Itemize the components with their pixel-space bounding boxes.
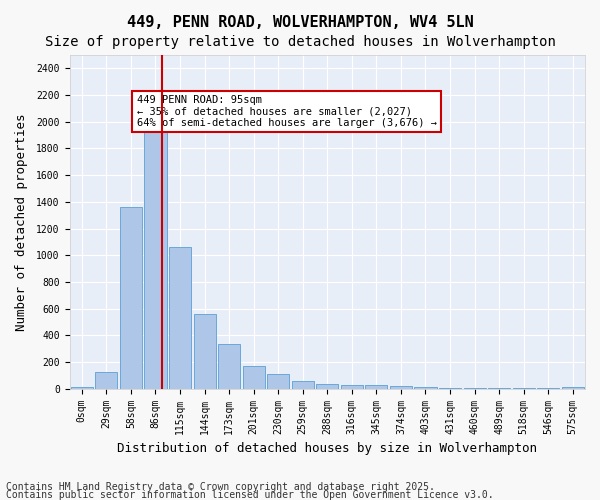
Text: Size of property relative to detached houses in Wolverhampton: Size of property relative to detached ho… xyxy=(44,35,556,49)
Bar xyxy=(365,386,388,388)
Text: 449, PENN ROAD, WOLVERHAMPTON, WV4 5LN: 449, PENN ROAD, WOLVERHAMPTON, WV4 5LN xyxy=(127,15,473,30)
Bar xyxy=(194,314,215,388)
Bar xyxy=(95,372,118,388)
Bar xyxy=(316,384,338,388)
Y-axis label: Number of detached properties: Number of detached properties xyxy=(15,113,28,330)
Bar xyxy=(242,366,265,388)
Text: Contains HM Land Registry data © Crown copyright and database right 2025.: Contains HM Land Registry data © Crown c… xyxy=(6,482,435,492)
Bar xyxy=(415,386,437,388)
Text: 449 PENN ROAD: 95sqm
← 35% of detached houses are smaller (2,027)
64% of semi-de: 449 PENN ROAD: 95sqm ← 35% of detached h… xyxy=(137,95,437,128)
Bar xyxy=(292,380,314,388)
Bar xyxy=(390,386,412,388)
Bar xyxy=(341,384,363,388)
X-axis label: Distribution of detached houses by size in Wolverhampton: Distribution of detached houses by size … xyxy=(117,442,537,455)
Text: Contains public sector information licensed under the Open Government Licence v3: Contains public sector information licen… xyxy=(6,490,494,500)
Bar xyxy=(169,247,191,388)
Bar xyxy=(218,344,240,389)
Bar xyxy=(267,374,289,388)
Bar xyxy=(120,207,142,388)
Bar xyxy=(145,132,167,388)
